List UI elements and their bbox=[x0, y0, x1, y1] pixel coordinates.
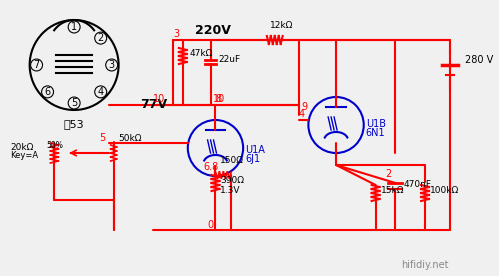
Text: 20kΩ: 20kΩ bbox=[10, 143, 33, 152]
Text: 0: 0 bbox=[208, 220, 214, 230]
Text: 6: 6 bbox=[44, 87, 50, 97]
Text: Key=A: Key=A bbox=[10, 151, 38, 160]
Text: 150Ω: 150Ω bbox=[221, 156, 245, 165]
Text: 77V: 77V bbox=[140, 99, 167, 112]
Text: 1.3V: 1.3V bbox=[221, 186, 241, 195]
Text: 2: 2 bbox=[98, 33, 104, 43]
Text: 6N1: 6N1 bbox=[366, 128, 385, 138]
Text: 12kΩ: 12kΩ bbox=[270, 21, 293, 30]
Text: 15kΩ: 15kΩ bbox=[381, 186, 404, 195]
Text: 4: 4 bbox=[298, 109, 304, 119]
Text: 3: 3 bbox=[173, 29, 179, 39]
Text: 5: 5 bbox=[71, 98, 77, 108]
Text: 50kΩ: 50kΩ bbox=[119, 134, 142, 143]
Text: 6J1: 6J1 bbox=[245, 154, 260, 164]
Text: U1A: U1A bbox=[245, 145, 265, 155]
Text: 8: 8 bbox=[216, 94, 222, 104]
Text: 3: 3 bbox=[109, 60, 115, 70]
Text: 10: 10 bbox=[213, 94, 225, 104]
Text: 6.8: 6.8 bbox=[204, 162, 219, 172]
Text: 50%: 50% bbox=[46, 141, 63, 150]
Text: 5: 5 bbox=[99, 133, 105, 143]
Text: 390Ω: 390Ω bbox=[221, 176, 245, 185]
Text: 7: 7 bbox=[33, 60, 40, 70]
Text: 图53: 图53 bbox=[64, 119, 84, 129]
Text: 47kΩ: 47kΩ bbox=[190, 49, 213, 58]
Text: 2: 2 bbox=[386, 169, 392, 179]
Text: 220V: 220V bbox=[195, 23, 231, 36]
Text: 1: 1 bbox=[71, 22, 77, 32]
Text: 280 V: 280 V bbox=[465, 55, 493, 65]
Text: 4: 4 bbox=[98, 87, 104, 97]
Text: 9: 9 bbox=[301, 102, 307, 112]
Text: hifidiy.net: hifidiy.net bbox=[401, 260, 449, 270]
Text: 10: 10 bbox=[153, 94, 166, 104]
Text: U1B: U1B bbox=[366, 119, 386, 129]
Text: 100kΩ: 100kΩ bbox=[430, 186, 459, 195]
Text: 22uF: 22uF bbox=[219, 55, 241, 64]
Text: 470nF: 470nF bbox=[403, 180, 431, 189]
